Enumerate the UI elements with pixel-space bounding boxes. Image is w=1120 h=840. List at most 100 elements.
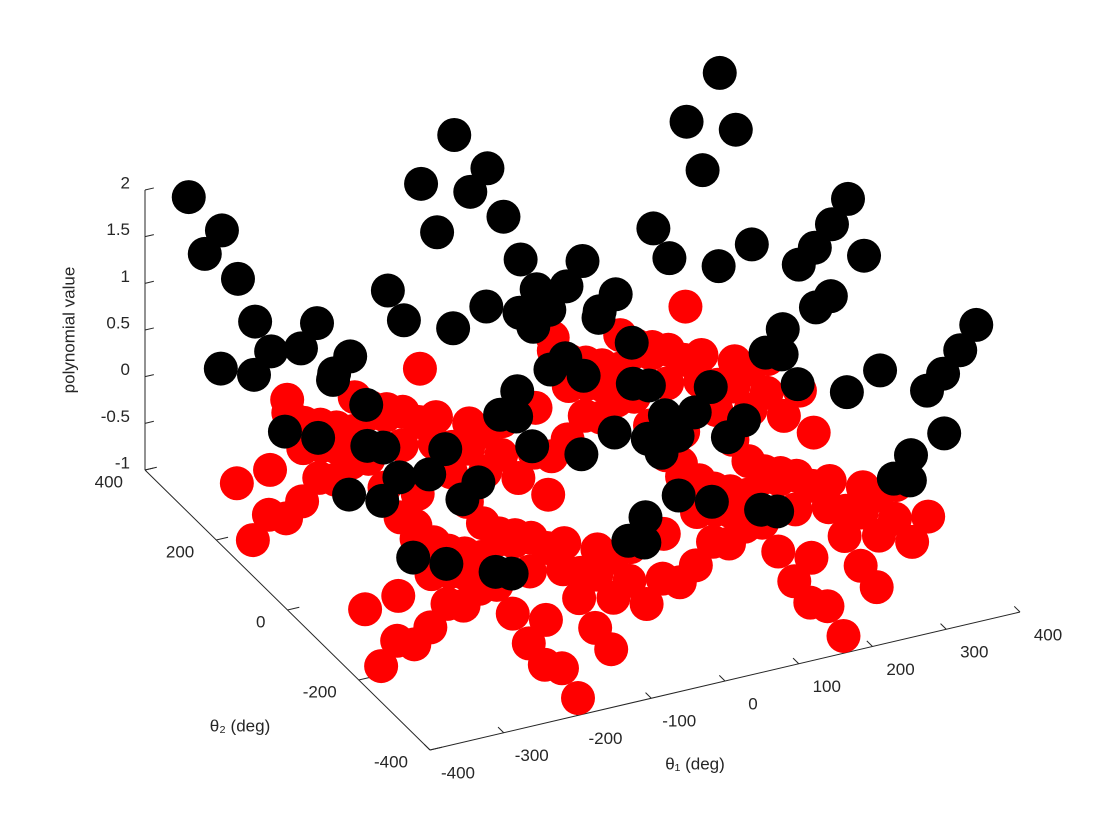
point [614,325,649,360]
point [718,112,753,147]
point [660,418,695,453]
point [300,306,334,341]
point [204,213,239,248]
point [402,351,437,386]
point [398,508,433,543]
point [453,174,488,209]
x-tick-label: 100 [813,677,841,696]
point [469,289,504,324]
point [726,403,761,438]
point [760,494,795,529]
x-tick-label: -400 [441,763,475,782]
point [564,437,599,472]
x-tick-label: -100 [662,712,696,731]
point [629,587,664,621]
point [780,367,815,402]
point [370,273,405,308]
point [927,416,962,451]
point [235,523,270,558]
point [894,438,928,473]
z-tick-label: 2 [121,173,130,192]
point [220,261,255,296]
point [254,334,289,369]
point [911,499,946,534]
point [494,556,529,591]
point [203,351,238,386]
point [436,311,471,346]
point [495,596,530,631]
point [612,563,647,598]
z-tick-label: -1 [115,453,130,472]
point [877,501,912,536]
z-tick-label: 1.5 [106,220,130,239]
point [364,649,399,684]
point [528,602,563,637]
z-tick [144,327,154,331]
point [764,337,799,372]
point [561,681,595,716]
point [959,307,994,342]
point [499,399,534,434]
x-tick-label: 400 [1034,625,1062,644]
y-axis-label: θ₂ (deg) [210,716,270,735]
point [267,414,302,449]
x-tick-label: -200 [588,729,622,748]
y-tick [216,536,229,541]
point [766,398,801,433]
x-tick [497,726,505,734]
point [694,484,729,519]
point [238,304,273,339]
x-tick [718,675,726,682]
point [412,457,447,492]
z-tick [144,467,154,471]
point [428,432,463,467]
point [598,277,633,312]
point [187,236,222,271]
point [548,341,583,376]
point [500,374,535,409]
z-tick-label: 1 [121,267,130,286]
z-tick-label: -0.5 [101,407,130,426]
point [413,610,448,645]
x-tick-label: -300 [515,746,549,765]
point [501,461,536,495]
point [461,465,496,500]
point [859,570,894,605]
point [349,387,384,422]
y-tick-label: 200 [166,542,194,561]
point [827,519,862,554]
point [283,331,318,366]
point [404,166,439,201]
point [693,370,728,404]
point [794,540,829,575]
point [396,540,431,575]
z-tick-label: 0 [121,360,130,379]
point [171,180,206,215]
point [380,623,415,658]
point [892,463,927,498]
point [631,368,666,403]
z-tick [144,234,154,238]
point [594,632,629,667]
point [793,585,828,620]
point [301,420,336,455]
point [628,500,663,535]
point [531,477,566,512]
y-tick-label: 0 [256,612,265,631]
y-tick-label: -400 [374,752,408,771]
point [484,437,519,472]
point [797,230,832,265]
point [863,353,898,388]
y-tick-label: -200 [303,682,337,701]
point [814,207,849,242]
point [734,227,769,262]
point [270,382,305,417]
point [895,524,930,559]
point [831,181,865,216]
point [761,534,796,569]
x-tick-label: 200 [886,660,914,679]
point [503,242,538,277]
point [253,452,288,487]
point [645,561,680,596]
